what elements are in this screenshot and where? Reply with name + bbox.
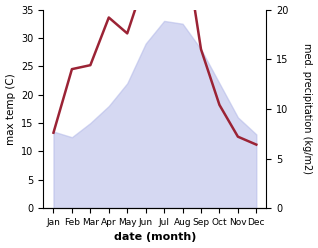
Y-axis label: max temp (C): max temp (C) bbox=[5, 73, 16, 145]
X-axis label: date (month): date (month) bbox=[114, 232, 196, 243]
Y-axis label: med. precipitation (kg/m2): med. precipitation (kg/m2) bbox=[302, 43, 313, 174]
